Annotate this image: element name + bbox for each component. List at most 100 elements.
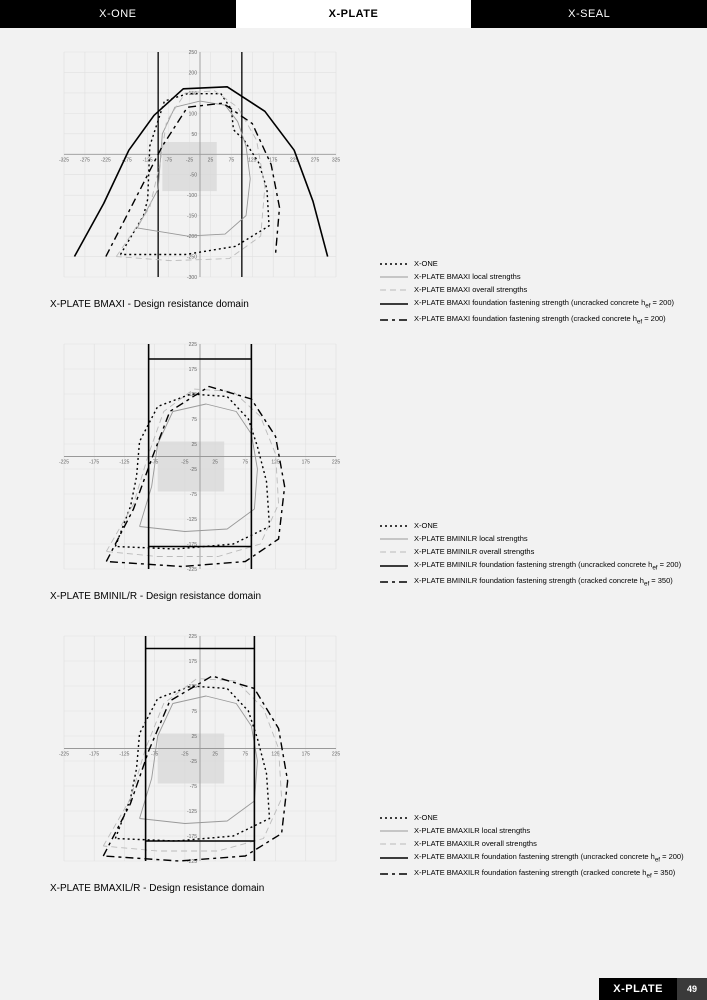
svg-text:225: 225 bbox=[189, 634, 198, 640]
legend-text: X-ONE bbox=[414, 812, 438, 824]
svg-text:175: 175 bbox=[269, 157, 278, 163]
legend-line-icon bbox=[380, 522, 408, 530]
legend-item: X-PLATE BMINILR overall strengths bbox=[380, 546, 681, 558]
svg-text:225: 225 bbox=[332, 460, 341, 466]
legend-text: X-ONE bbox=[414, 520, 438, 532]
svg-text:225: 225 bbox=[189, 342, 198, 348]
svg-text:-25: -25 bbox=[181, 460, 188, 466]
chart-legend: X-ONEX-PLATE BMAXI local strengthsX-PLAT… bbox=[380, 258, 674, 328]
svg-text:-225: -225 bbox=[187, 567, 197, 573]
svg-text:-25: -25 bbox=[190, 467, 197, 473]
legend-text: X-PLATE BMAXI overall strengths bbox=[414, 284, 527, 296]
svg-text:-125: -125 bbox=[187, 517, 197, 523]
svg-text:25: 25 bbox=[208, 157, 214, 163]
svg-text:-325: -325 bbox=[59, 157, 69, 163]
legend-item: X-PLATE BMAXILR foundation fastening str… bbox=[380, 867, 684, 882]
legend-line-icon bbox=[380, 578, 408, 586]
tab-xseal[interactable]: X-SEAL bbox=[471, 0, 707, 28]
chart-block: -225-175-125-75-252575125175225-225-175-… bbox=[0, 330, 707, 602]
legend-item: X-PLATE BMAXI local strengths bbox=[380, 271, 674, 283]
tab-xone[interactable]: X-ONE bbox=[0, 0, 236, 28]
legend-line-icon bbox=[380, 316, 408, 324]
svg-text:-200: -200 bbox=[187, 234, 197, 240]
svg-text:75: 75 bbox=[243, 460, 249, 466]
svg-text:-25: -25 bbox=[190, 759, 197, 765]
svg-text:-175: -175 bbox=[89, 460, 99, 466]
svg-text:-275: -275 bbox=[80, 157, 90, 163]
chart-svg: -225-175-125-75-252575125175225-225-175-… bbox=[50, 330, 350, 583]
svg-text:175: 175 bbox=[189, 659, 198, 665]
content: -325-275-225-175-125-75-2525751251752252… bbox=[0, 28, 707, 894]
svg-text:50: 50 bbox=[191, 132, 197, 138]
chart-legend: X-ONEX-PLATE BMAXILR local strengthsX-PL… bbox=[380, 812, 684, 882]
legend-line-icon bbox=[380, 870, 408, 878]
svg-text:175: 175 bbox=[302, 460, 311, 466]
legend-item: X-PLATE BMAXILR overall strengths bbox=[380, 838, 684, 850]
legend-item: X-PLATE BMINILR foundation fastening str… bbox=[380, 559, 681, 574]
tab-xplate[interactable]: X-PLATE bbox=[236, 0, 472, 28]
footer: X-PLATE 49 bbox=[599, 978, 707, 1000]
legend-item: X-ONE bbox=[380, 258, 674, 270]
legend-line-icon bbox=[380, 814, 408, 822]
svg-text:75: 75 bbox=[243, 752, 249, 758]
svg-text:250: 250 bbox=[189, 50, 198, 56]
legend-item: X-PLATE BMAXI overall strengths bbox=[380, 284, 674, 296]
svg-text:325: 325 bbox=[332, 157, 341, 163]
svg-text:75: 75 bbox=[229, 157, 235, 163]
svg-text:225: 225 bbox=[332, 752, 341, 758]
svg-text:25: 25 bbox=[191, 442, 197, 448]
legend-line-icon bbox=[380, 286, 408, 294]
svg-text:-25: -25 bbox=[186, 157, 193, 163]
svg-text:-125: -125 bbox=[119, 460, 129, 466]
svg-text:-225: -225 bbox=[59, 460, 69, 466]
legend-item: X-PLATE BMAXILR foundation fastening str… bbox=[380, 851, 684, 866]
svg-text:-100: -100 bbox=[187, 193, 197, 199]
legend-item: X-ONE bbox=[380, 520, 681, 532]
legend-line-icon bbox=[380, 548, 408, 556]
svg-text:-50: -50 bbox=[190, 173, 197, 179]
svg-text:25: 25 bbox=[191, 734, 197, 740]
legend-text: X-PLATE BMAXI foundation fastening stren… bbox=[414, 313, 666, 328]
legend-text: X-PLATE BMINILR foundation fastening str… bbox=[414, 575, 673, 590]
legend-line-icon bbox=[380, 260, 408, 268]
svg-text:200: 200 bbox=[189, 70, 198, 76]
chart-svg: -225-175-125-75-252575125175225-225-175-… bbox=[50, 622, 350, 875]
svg-text:-125: -125 bbox=[143, 157, 153, 163]
chart-block: -225-175-125-75-252575125175225-225-175-… bbox=[0, 622, 707, 894]
svg-text:-225: -225 bbox=[59, 752, 69, 758]
legend-line-icon bbox=[380, 840, 408, 848]
legend-item: X-PLATE BMAXI foundation fastening stren… bbox=[380, 313, 674, 328]
svg-text:275: 275 bbox=[311, 157, 320, 163]
legend-text: X-PLATE BMAXILR local strengths bbox=[414, 825, 530, 837]
legend-line-icon bbox=[380, 300, 408, 308]
legend-text: X-PLATE BMAXILR foundation fastening str… bbox=[414, 867, 675, 882]
legend-item: X-PLATE BMAXILR local strengths bbox=[380, 825, 684, 837]
legend-line-icon bbox=[380, 854, 408, 862]
legend-line-icon bbox=[380, 535, 408, 543]
svg-text:100: 100 bbox=[189, 111, 198, 117]
legend-item: X-PLATE BMINILR local strengths bbox=[380, 533, 681, 545]
legend-text: X-PLATE BMINILR overall strengths bbox=[414, 546, 534, 558]
legend-text: X-PLATE BMAXILR overall strengths bbox=[414, 838, 537, 850]
svg-text:-75: -75 bbox=[165, 157, 172, 163]
chart-block: -325-275-225-175-125-75-2525751251752252… bbox=[0, 38, 707, 310]
chart-svg: -325-275-225-175-125-75-2525751251752252… bbox=[50, 38, 350, 291]
svg-text:-300: -300 bbox=[187, 275, 197, 281]
legend-line-icon bbox=[380, 827, 408, 835]
svg-text:-75: -75 bbox=[190, 784, 197, 790]
legend-line-icon bbox=[380, 273, 408, 281]
footer-label: X-PLATE bbox=[599, 978, 677, 1000]
svg-text:-225: -225 bbox=[101, 157, 111, 163]
top-tabs: X-ONE X-PLATE X-SEAL bbox=[0, 0, 707, 28]
svg-text:-75: -75 bbox=[190, 492, 197, 498]
svg-text:-125: -125 bbox=[119, 752, 129, 758]
svg-text:-175: -175 bbox=[89, 752, 99, 758]
svg-text:25: 25 bbox=[212, 752, 218, 758]
svg-text:-25: -25 bbox=[181, 752, 188, 758]
legend-text: X-PLATE BMAXI foundation fastening stren… bbox=[414, 297, 674, 312]
legend-text: X-PLATE BMINILR foundation fastening str… bbox=[414, 559, 681, 574]
legend-text: X-PLATE BMINILR local strengths bbox=[414, 533, 528, 545]
svg-text:75: 75 bbox=[191, 417, 197, 423]
svg-text:75: 75 bbox=[191, 709, 197, 715]
legend-line-icon bbox=[380, 562, 408, 570]
